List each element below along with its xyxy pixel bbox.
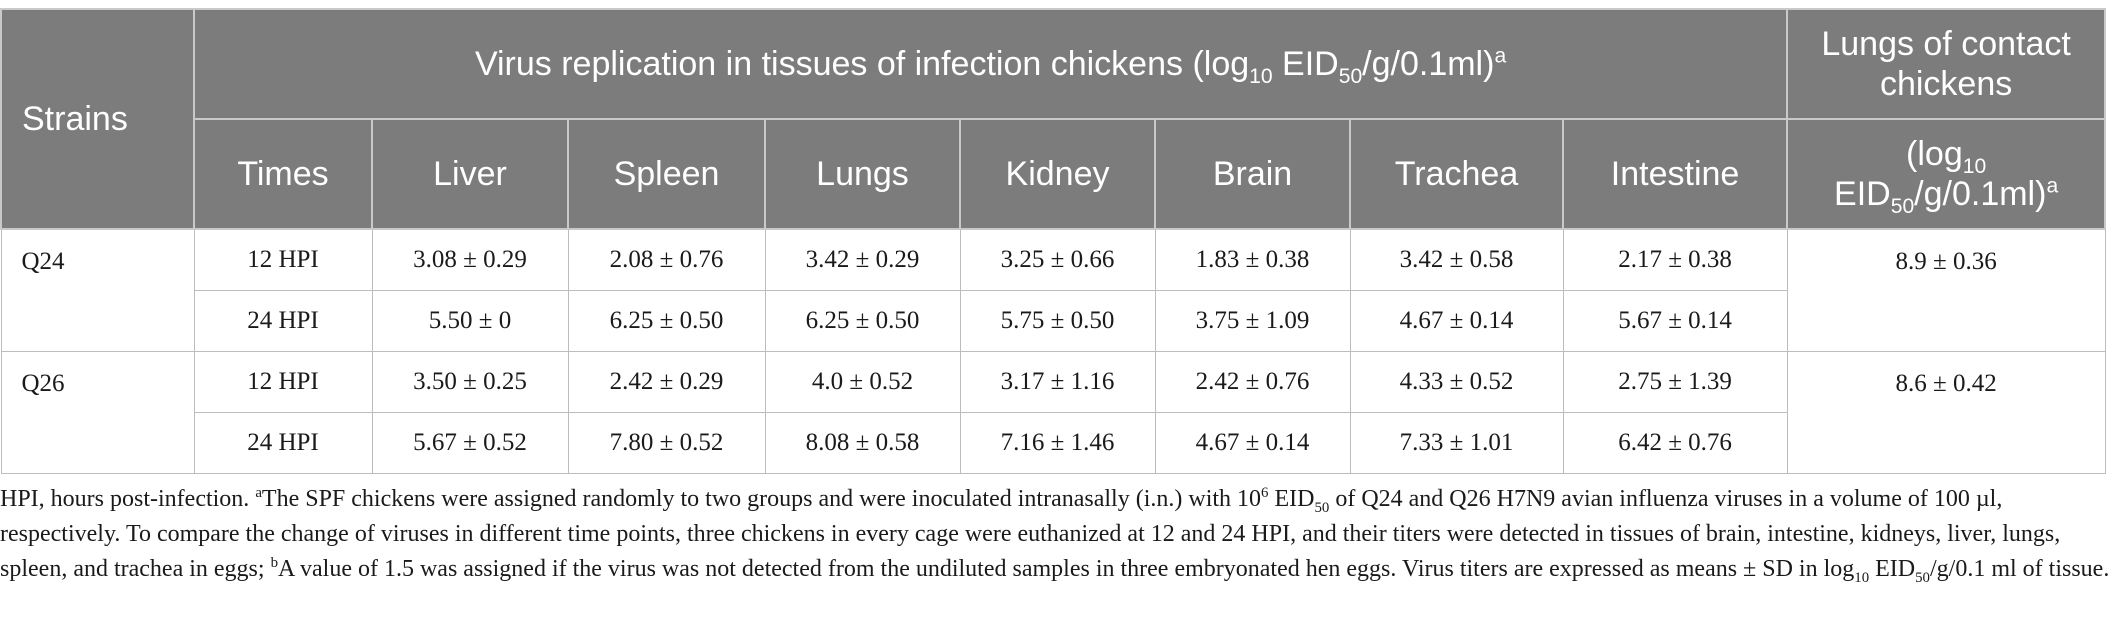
value-cell: 4.0 ± 0.52 <box>764 351 961 413</box>
col-spleen: Spleen <box>567 118 766 230</box>
value-cell: 6.25 ± 0.50 <box>567 290 766 352</box>
contact-value-cell: 8.6 ± 0.42 <box>1786 351 2106 474</box>
col-trachea: Trachea <box>1349 118 1564 230</box>
time-cell: 12 HPI <box>193 228 373 291</box>
col-liver: Liver <box>371 118 569 230</box>
value-cell: 4.67 ± 0.14 <box>1154 412 1351 474</box>
value-cell: 1.83 ± 0.38 <box>1154 228 1351 291</box>
value-cell: 5.67 ± 0.52 <box>371 412 569 474</box>
table-row: Q26 12 HPI 3.50 ± 0.25 2.42 ± 0.29 4.0 ±… <box>0 351 2106 474</box>
header-row-2: Times Liver Spleen Lungs Kidney Brain Tr… <box>1 118 2107 230</box>
value-cell: 6.42 ± 0.76 <box>1562 412 1788 474</box>
value-cell: 3.42 ± 0.58 <box>1349 228 1564 291</box>
col-kidney: Kidney <box>959 118 1156 230</box>
contact-value-cell: 8.9 ± 0.36 <box>1786 228 2106 352</box>
table-row: 24 HPI 5.50 ± 0 6.25 ± 0.50 6.25 ± 0.50 … <box>1 290 2105 352</box>
value-cell: 8.08 ± 0.58 <box>764 412 961 474</box>
value-cell: 7.80 ± 0.52 <box>567 412 766 474</box>
strain-cell: Q26 <box>0 351 195 474</box>
value-cell: 4.67 ± 0.14 <box>1349 290 1564 352</box>
col-lungs: Lungs <box>764 118 961 230</box>
time-cell: 24 HPI <box>193 290 373 352</box>
value-cell: 7.16 ± 1.46 <box>959 412 1156 474</box>
value-cell: 5.50 ± 0 <box>371 290 569 352</box>
strain-cell: Q24 <box>0 228 195 352</box>
table-row: 24 HPI 5.67 ± 0.52 7.80 ± 0.52 8.08 ± 0.… <box>1 412 2105 474</box>
value-cell: 2.17 ± 0.38 <box>1562 228 1788 291</box>
value-cell: 5.75 ± 0.50 <box>959 290 1156 352</box>
contact-units-header: (log10 EID50/g/0.1ml)a <box>1786 118 2107 230</box>
value-cell: 2.75 ± 1.39 <box>1562 351 1788 413</box>
table-row: Q24 12 HPI 3.08 ± 0.29 2.08 ± 0.76 3.42 … <box>0 228 2106 352</box>
value-cell: 2.42 ± 0.76 <box>1154 351 1351 413</box>
value-cell: 4.33 ± 0.52 <box>1349 351 1564 413</box>
value-cell: 3.25 ± 0.66 <box>959 228 1156 291</box>
virus-replication-header: Virus replication in tissues of infectio… <box>192 8 1789 120</box>
contact-lungs-header: Lungs of contact chickens <box>1786 8 2107 120</box>
col-intestine: Intestine <box>1561 118 1789 230</box>
value-cell: 3.75 ± 1.09 <box>1154 290 1351 352</box>
value-cell: 6.25 ± 0.50 <box>764 290 961 352</box>
value-cell: 5.67 ± 0.14 <box>1562 290 1788 352</box>
value-cell: 3.08 ± 0.29 <box>371 228 569 291</box>
header-row-1: Strains Virus replication in tissues of … <box>0 8 2107 230</box>
value-cell: 3.17 ± 1.16 <box>959 351 1156 413</box>
value-cell: 2.08 ± 0.76 <box>567 228 766 291</box>
virus-titer-table: Strains Virus replication in tissues of … <box>0 8 2107 474</box>
time-cell: 24 HPI <box>193 412 373 474</box>
strains-header: Strains <box>0 8 195 230</box>
table-footnote: HPI, hours post-infection. aThe SPF chic… <box>0 485 2110 586</box>
value-cell: 7.33 ± 1.01 <box>1349 412 1564 474</box>
value-cell: 3.50 ± 0.25 <box>371 351 569 413</box>
time-cell: 12 HPI <box>193 351 373 413</box>
value-cell: 3.42 ± 0.29 <box>764 228 961 291</box>
value-cell: 2.42 ± 0.29 <box>567 351 766 413</box>
col-times: Times <box>193 118 373 230</box>
table-container: Strains Virus replication in tissues of … <box>0 8 2127 474</box>
col-brain: Brain <box>1154 118 1351 230</box>
